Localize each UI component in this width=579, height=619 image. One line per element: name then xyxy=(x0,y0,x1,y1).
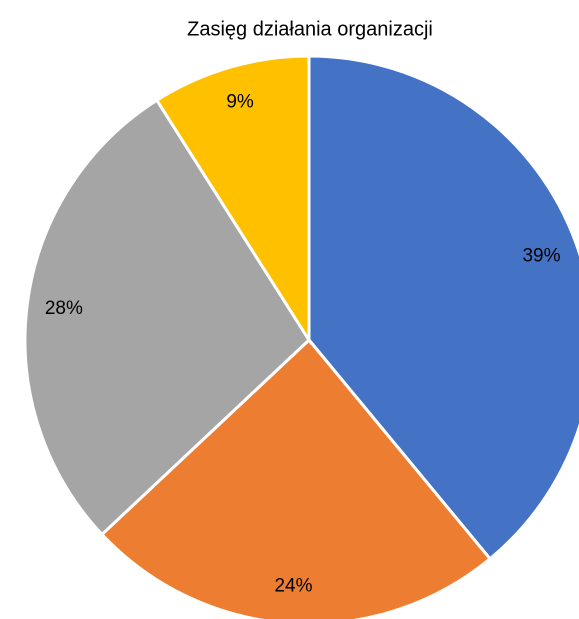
data-label: 39% xyxy=(522,245,560,266)
pie-slice xyxy=(99,337,493,619)
pie-slice xyxy=(154,54,311,346)
data-label: 24% xyxy=(274,576,312,597)
pie-slice xyxy=(307,54,579,561)
data-label: 9% xyxy=(226,92,254,113)
chart-title: Zasięg działania organizacji xyxy=(187,18,433,40)
data-label: 28% xyxy=(45,298,83,319)
pie-slice xyxy=(23,98,311,537)
